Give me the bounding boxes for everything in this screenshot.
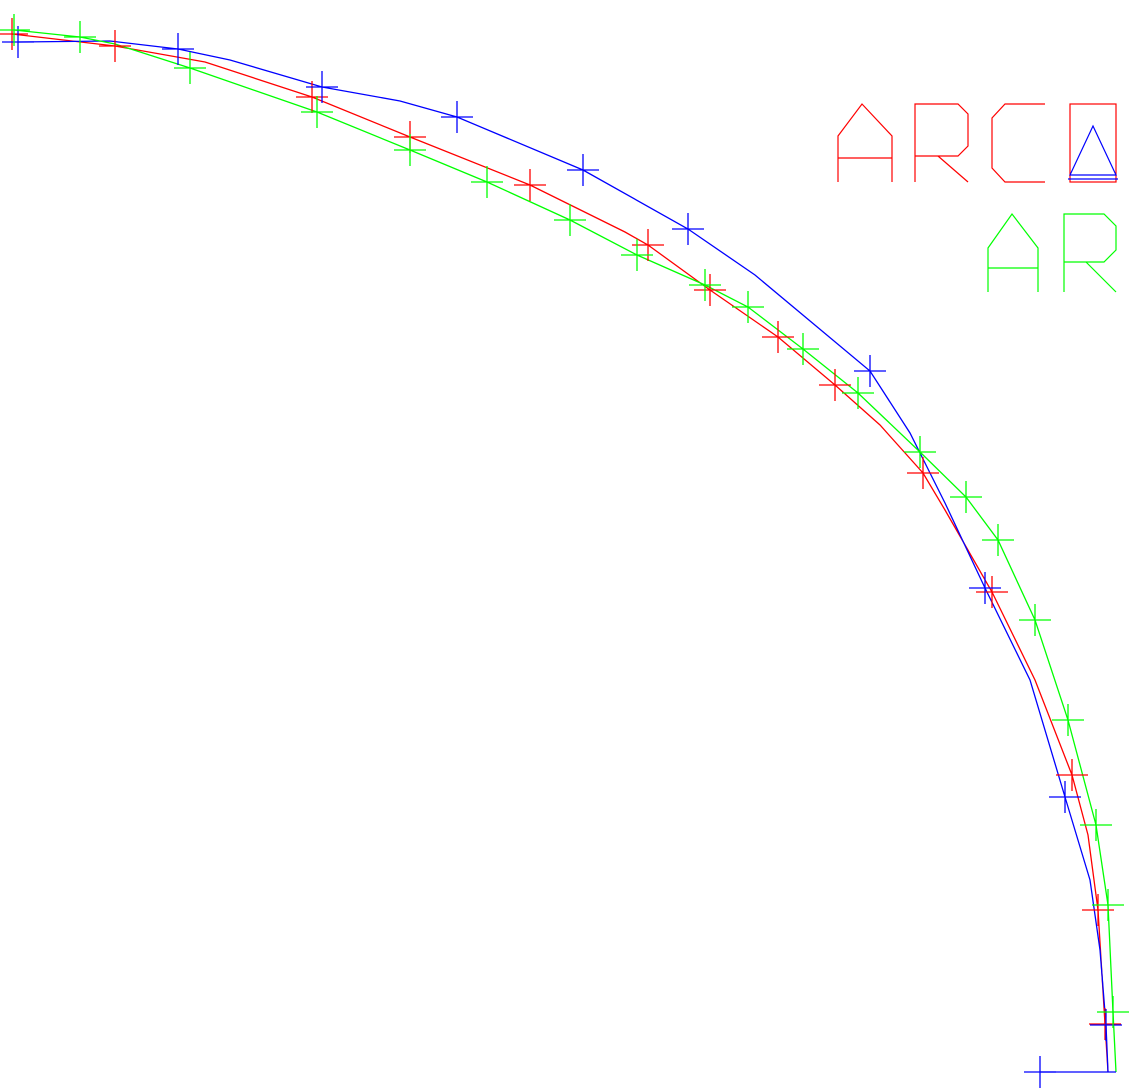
red-marker [1056,759,1088,791]
red-marker [0,18,28,50]
blue-marker [854,355,886,387]
red-marker [514,169,546,201]
stroke-labels [837,103,1118,293]
green-marker [1019,604,1051,636]
glyph-a [837,103,893,182]
red-marker [907,457,939,489]
red-marker [762,321,794,353]
green-marker [787,333,819,365]
green-marker [1052,704,1084,736]
green-marker [0,14,30,46]
blue-marker [567,154,599,186]
glyph-r-green [1063,213,1117,292]
glyph-c [991,103,1045,183]
green-marker [1092,889,1124,921]
red-marker [976,576,1008,608]
blue-marker [1024,1056,1056,1088]
blue-series-line [17,40,1109,1073]
green-marker [950,481,982,513]
green-marker [842,377,874,409]
blue-marker [1090,1009,1122,1041]
blue-marker [672,213,704,245]
glyph-r-green-leg [1085,261,1117,293]
red-marker [1082,894,1114,926]
glyph-r-leg [937,155,969,183]
blue-marker [1049,781,1081,813]
green-marker [471,166,503,198]
blue-marker [2,26,34,58]
series-lines [11,29,1117,1073]
green-marker [982,524,1014,556]
green-marker [689,269,721,301]
red-series-line [11,33,1109,1073]
red-marker [296,81,328,113]
green-marker [394,134,426,166]
green-marker [904,436,936,468]
green-marker [732,291,764,323]
label-ar-green [987,212,1117,293]
green-marker [64,21,96,53]
label-box [1069,103,1117,183]
red-marker [1089,1008,1121,1040]
red-marker [694,274,726,306]
label-boxed-a-blue [1068,124,1118,180]
label-arc-red [837,103,1117,183]
blue-marker [441,101,473,133]
blue-marker [969,572,1001,604]
blue-marker [162,33,194,65]
green-marker [621,239,653,271]
green-marker [301,96,333,128]
red-marker [819,369,851,401]
glyph-a-triangle [1069,124,1117,176]
green-marker [554,204,586,236]
green-series-line [13,29,1117,1073]
series-markers [0,14,1129,1088]
green-marker [174,52,206,84]
green-marker [1080,809,1112,841]
green-marker [1097,996,1129,1028]
glyph-a-green [987,212,1039,292]
blue-marker [306,71,338,103]
red-marker [99,30,131,62]
glyph-r [914,103,969,182]
